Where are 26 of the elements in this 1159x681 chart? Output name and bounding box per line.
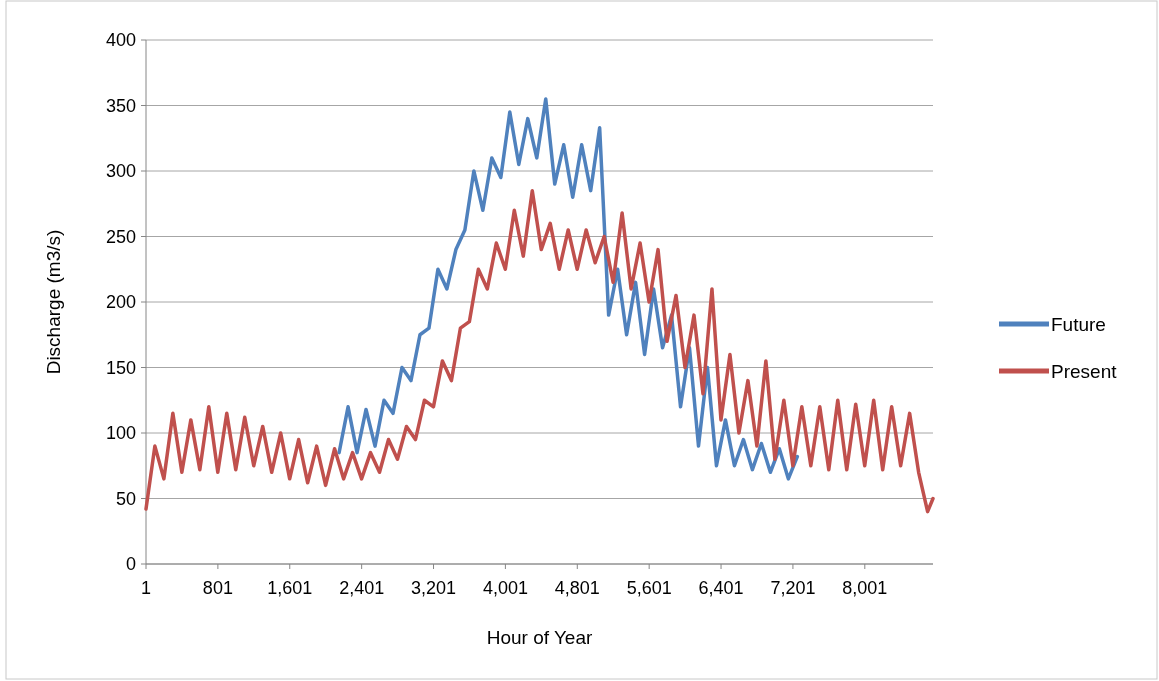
x-axis-title: Hour of Year: [486, 627, 593, 648]
y-tick-label: 200: [105, 292, 136, 313]
y-tick-label: 250: [105, 226, 136, 247]
y-tick-label: 0: [125, 554, 136, 575]
x-tick-label: 4,801: [554, 578, 600, 598]
y-tick-label: 300: [105, 161, 136, 182]
x-tick-label: 4,001: [482, 578, 528, 598]
y-axis-title: Discharge (m3/s): [43, 229, 64, 375]
x-tick-label: 1: [140, 578, 152, 598]
line-series: [144, 188, 935, 514]
x-tick-label: 3,201: [411, 578, 457, 598]
x-tick-label: 8,001: [842, 578, 888, 598]
legend-label: Present: [1051, 360, 1118, 382]
y-tick-label: 50: [115, 488, 136, 509]
x-tick-label: 1,601: [267, 578, 313, 598]
legend-label: Future: [1051, 313, 1106, 335]
x-tick-label: 801: [202, 578, 233, 598]
line-series: [337, 97, 800, 481]
x-tick-label: 7,201: [770, 578, 816, 598]
x-tick-label: 6,401: [698, 578, 744, 598]
y-tick-label: 350: [105, 95, 136, 116]
y-tick-label: 400: [105, 30, 136, 51]
x-tick-label: 2,401: [339, 578, 385, 598]
y-tick-label: 150: [105, 357, 136, 378]
y-tick-label: 100: [105, 423, 136, 444]
x-tick-label: 5,601: [626, 578, 672, 598]
